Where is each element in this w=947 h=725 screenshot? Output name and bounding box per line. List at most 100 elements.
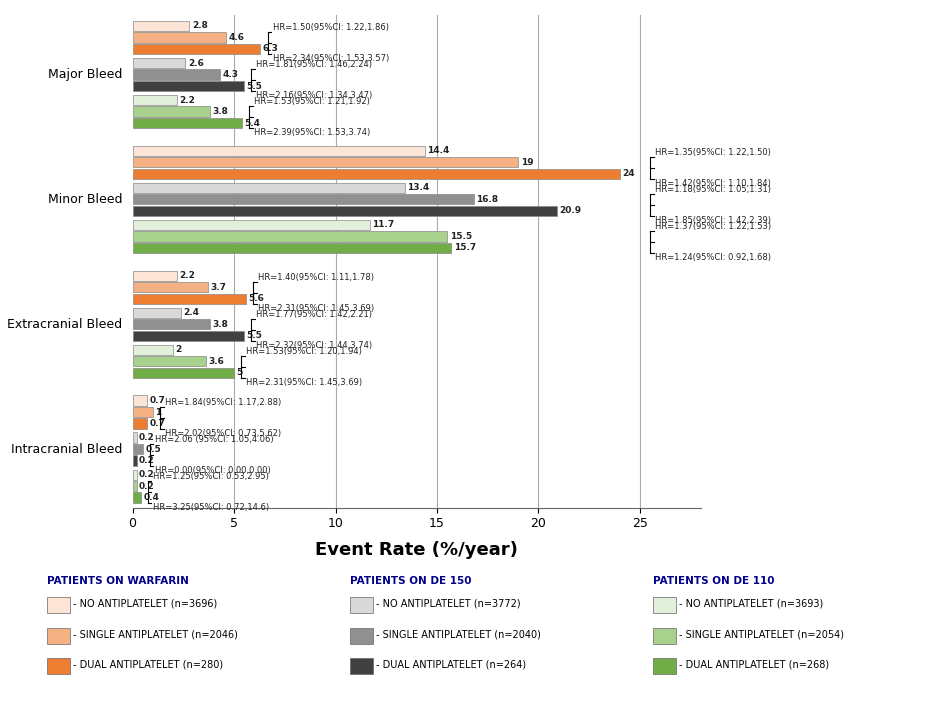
Text: PATIENTS ON DE 150: PATIENTS ON DE 150: [350, 576, 472, 587]
Text: HR=0.00(95%CI: 0.00,0.00): HR=0.00(95%CI: 0.00,0.00): [155, 466, 271, 475]
Bar: [133, 118, 242, 128]
Bar: [133, 243, 451, 253]
Text: 0.5: 0.5: [145, 444, 161, 454]
Text: HR=2.39(95%CI: 1.53,3.74): HR=2.39(95%CI: 1.53,3.74): [255, 128, 370, 138]
Text: 2.2: 2.2: [180, 271, 195, 280]
Text: 3.6: 3.6: [208, 357, 223, 365]
Text: HR=3.25(95%CI: 0.72,14.6): HR=3.25(95%CI: 0.72,14.6): [152, 503, 269, 512]
Text: HR=1.85(95%CI: 1.42,2.39): HR=1.85(95%CI: 1.42,2.39): [655, 216, 771, 225]
Text: HR=1.18(95%CI: 1.05,1.31): HR=1.18(95%CI: 1.05,1.31): [655, 185, 771, 194]
Text: 0.7: 0.7: [150, 419, 165, 428]
Text: - NO ANTIPLATELET (n=3772): - NO ANTIPLATELET (n=3772): [376, 599, 521, 609]
Text: 2.8: 2.8: [192, 22, 207, 30]
Text: Major Bleed: Major Bleed: [48, 68, 122, 81]
Text: - SINGLE ANTIPLATELET (n=2040): - SINGLE ANTIPLATELET (n=2040): [376, 629, 541, 639]
Text: - SINGLE ANTIPLATELET (n=2054): - SINGLE ANTIPLATELET (n=2054): [679, 629, 844, 639]
Text: HR=1.77(95%CI: 1.42,2.21): HR=1.77(95%CI: 1.42,2.21): [257, 310, 372, 319]
Text: - NO ANTIPLATELET (n=3693): - NO ANTIPLATELET (n=3693): [679, 599, 823, 609]
Text: 0.2: 0.2: [139, 433, 154, 442]
Text: HR=1.37(95%CI: 1.22,1.53): HR=1.37(95%CI: 1.22,1.53): [655, 222, 771, 231]
Bar: [133, 492, 141, 502]
Text: 0.4: 0.4: [143, 493, 159, 502]
Text: HR=1.24(95%CI: 0.92,1.68): HR=1.24(95%CI: 0.92,1.68): [655, 253, 771, 262]
Text: HR=2.06 (95%CI: 1.05,4.06): HR=2.06 (95%CI: 1.05,4.06): [155, 435, 274, 444]
Text: 2.2: 2.2: [180, 96, 195, 104]
Bar: [133, 418, 147, 428]
Text: Intracranial Bleed: Intracranial Bleed: [11, 442, 122, 455]
Text: HR=1.53(95%CI: 1.21,1.92): HR=1.53(95%CI: 1.21,1.92): [255, 97, 370, 106]
Bar: [133, 33, 226, 43]
Text: 6.3: 6.3: [263, 44, 278, 54]
Text: 14.4: 14.4: [427, 146, 450, 155]
Text: HR=2.32(95%CI: 1.44,3.74): HR=2.32(95%CI: 1.44,3.74): [257, 341, 372, 350]
Text: 20.9: 20.9: [559, 207, 581, 215]
Bar: [133, 307, 181, 318]
Bar: [133, 95, 177, 105]
Text: HR=1.84(95%CI: 1.17,2.88): HR=1.84(95%CI: 1.17,2.88): [165, 397, 281, 407]
Text: HR=2.16(95%CI: 1.34,3.47): HR=2.16(95%CI: 1.34,3.47): [257, 91, 372, 101]
Text: Extracranial Bleed: Extracranial Bleed: [8, 318, 122, 331]
Bar: [133, 444, 143, 454]
Text: HR=2.31(95%CI: 1.45,3.69): HR=2.31(95%CI: 1.45,3.69): [246, 378, 363, 387]
Bar: [133, 344, 173, 355]
Text: 2.6: 2.6: [188, 59, 204, 67]
Bar: [133, 169, 619, 179]
Text: HR=1.53(95%CI: 1.20,1.94): HR=1.53(95%CI: 1.20,1.94): [246, 347, 362, 356]
Bar: [133, 282, 207, 292]
Text: - DUAL ANTIPLATELET (n=268): - DUAL ANTIPLATELET (n=268): [679, 660, 830, 670]
Text: HR=1.81(95%CI: 1.46,2.24): HR=1.81(95%CI: 1.46,2.24): [257, 60, 372, 69]
Bar: [133, 356, 205, 366]
Bar: [133, 395, 147, 406]
Bar: [133, 58, 186, 68]
Text: HR=1.50(95%CI: 1.22,1.86): HR=1.50(95%CI: 1.22,1.86): [273, 23, 388, 32]
Text: 5.6: 5.6: [249, 294, 264, 303]
Text: 16.8: 16.8: [476, 195, 498, 204]
Text: 2: 2: [175, 345, 182, 355]
Bar: [133, 157, 518, 167]
Bar: [133, 231, 447, 241]
Text: HR=2.02(95%CI: 0.73,5.62): HR=2.02(95%CI: 0.73,5.62): [165, 429, 281, 438]
Bar: [133, 433, 136, 443]
Text: 4.3: 4.3: [223, 70, 239, 79]
Bar: [133, 107, 209, 117]
Bar: [133, 294, 246, 304]
Text: 24: 24: [622, 170, 634, 178]
Text: - DUAL ANTIPLATELET (n=264): - DUAL ANTIPLATELET (n=264): [376, 660, 527, 670]
Text: - DUAL ANTIPLATELET (n=280): - DUAL ANTIPLATELET (n=280): [73, 660, 223, 670]
Text: 3.8: 3.8: [212, 320, 228, 328]
Text: PATIENTS ON WARFARIN: PATIENTS ON WARFARIN: [47, 576, 189, 587]
Text: 1: 1: [155, 407, 162, 417]
Text: 19: 19: [521, 158, 533, 167]
Text: - NO ANTIPLATELET (n=3696): - NO ANTIPLATELET (n=3696): [73, 599, 217, 609]
Text: 0.2: 0.2: [139, 456, 154, 465]
Text: 5.5: 5.5: [246, 81, 262, 91]
X-axis label: Event Rate (%/year): Event Rate (%/year): [315, 542, 518, 559]
Text: 5: 5: [237, 368, 242, 377]
Text: 3.8: 3.8: [212, 107, 228, 116]
Text: 15.7: 15.7: [454, 244, 475, 252]
Bar: [133, 470, 136, 480]
Bar: [133, 21, 189, 31]
Bar: [133, 455, 136, 465]
Bar: [133, 220, 370, 230]
Text: HR=1.25(95%CI: 0.53,2.95): HR=1.25(95%CI: 0.53,2.95): [152, 472, 269, 481]
Text: 5.4: 5.4: [244, 119, 260, 128]
Text: 0.2: 0.2: [139, 481, 154, 491]
Text: 13.4: 13.4: [407, 183, 429, 192]
Bar: [133, 368, 234, 378]
Text: PATIENTS ON DE 110: PATIENTS ON DE 110: [653, 576, 775, 587]
Text: HR=1.40(95%CI: 1.11,1.78): HR=1.40(95%CI: 1.11,1.78): [259, 273, 374, 282]
Text: Minor Bleed: Minor Bleed: [48, 193, 122, 206]
Text: 0.7: 0.7: [150, 396, 165, 405]
Text: 5.5: 5.5: [246, 331, 262, 340]
Text: HR=1.35(95%CI: 1.22,1.50): HR=1.35(95%CI: 1.22,1.50): [655, 148, 771, 157]
Bar: [133, 146, 425, 156]
Text: 4.6: 4.6: [228, 33, 244, 42]
Text: - SINGLE ANTIPLATELET (n=2046): - SINGLE ANTIPLATELET (n=2046): [73, 629, 238, 639]
Text: HR=2.34(95%CI: 1.53,3.57): HR=2.34(95%CI: 1.53,3.57): [273, 54, 389, 63]
Bar: [133, 331, 244, 341]
Bar: [133, 44, 260, 54]
Bar: [133, 81, 244, 91]
Text: HR=1.42(95%CI: 1.10,1.84): HR=1.42(95%CI: 1.10,1.84): [655, 179, 771, 188]
Text: 15.5: 15.5: [450, 232, 472, 241]
